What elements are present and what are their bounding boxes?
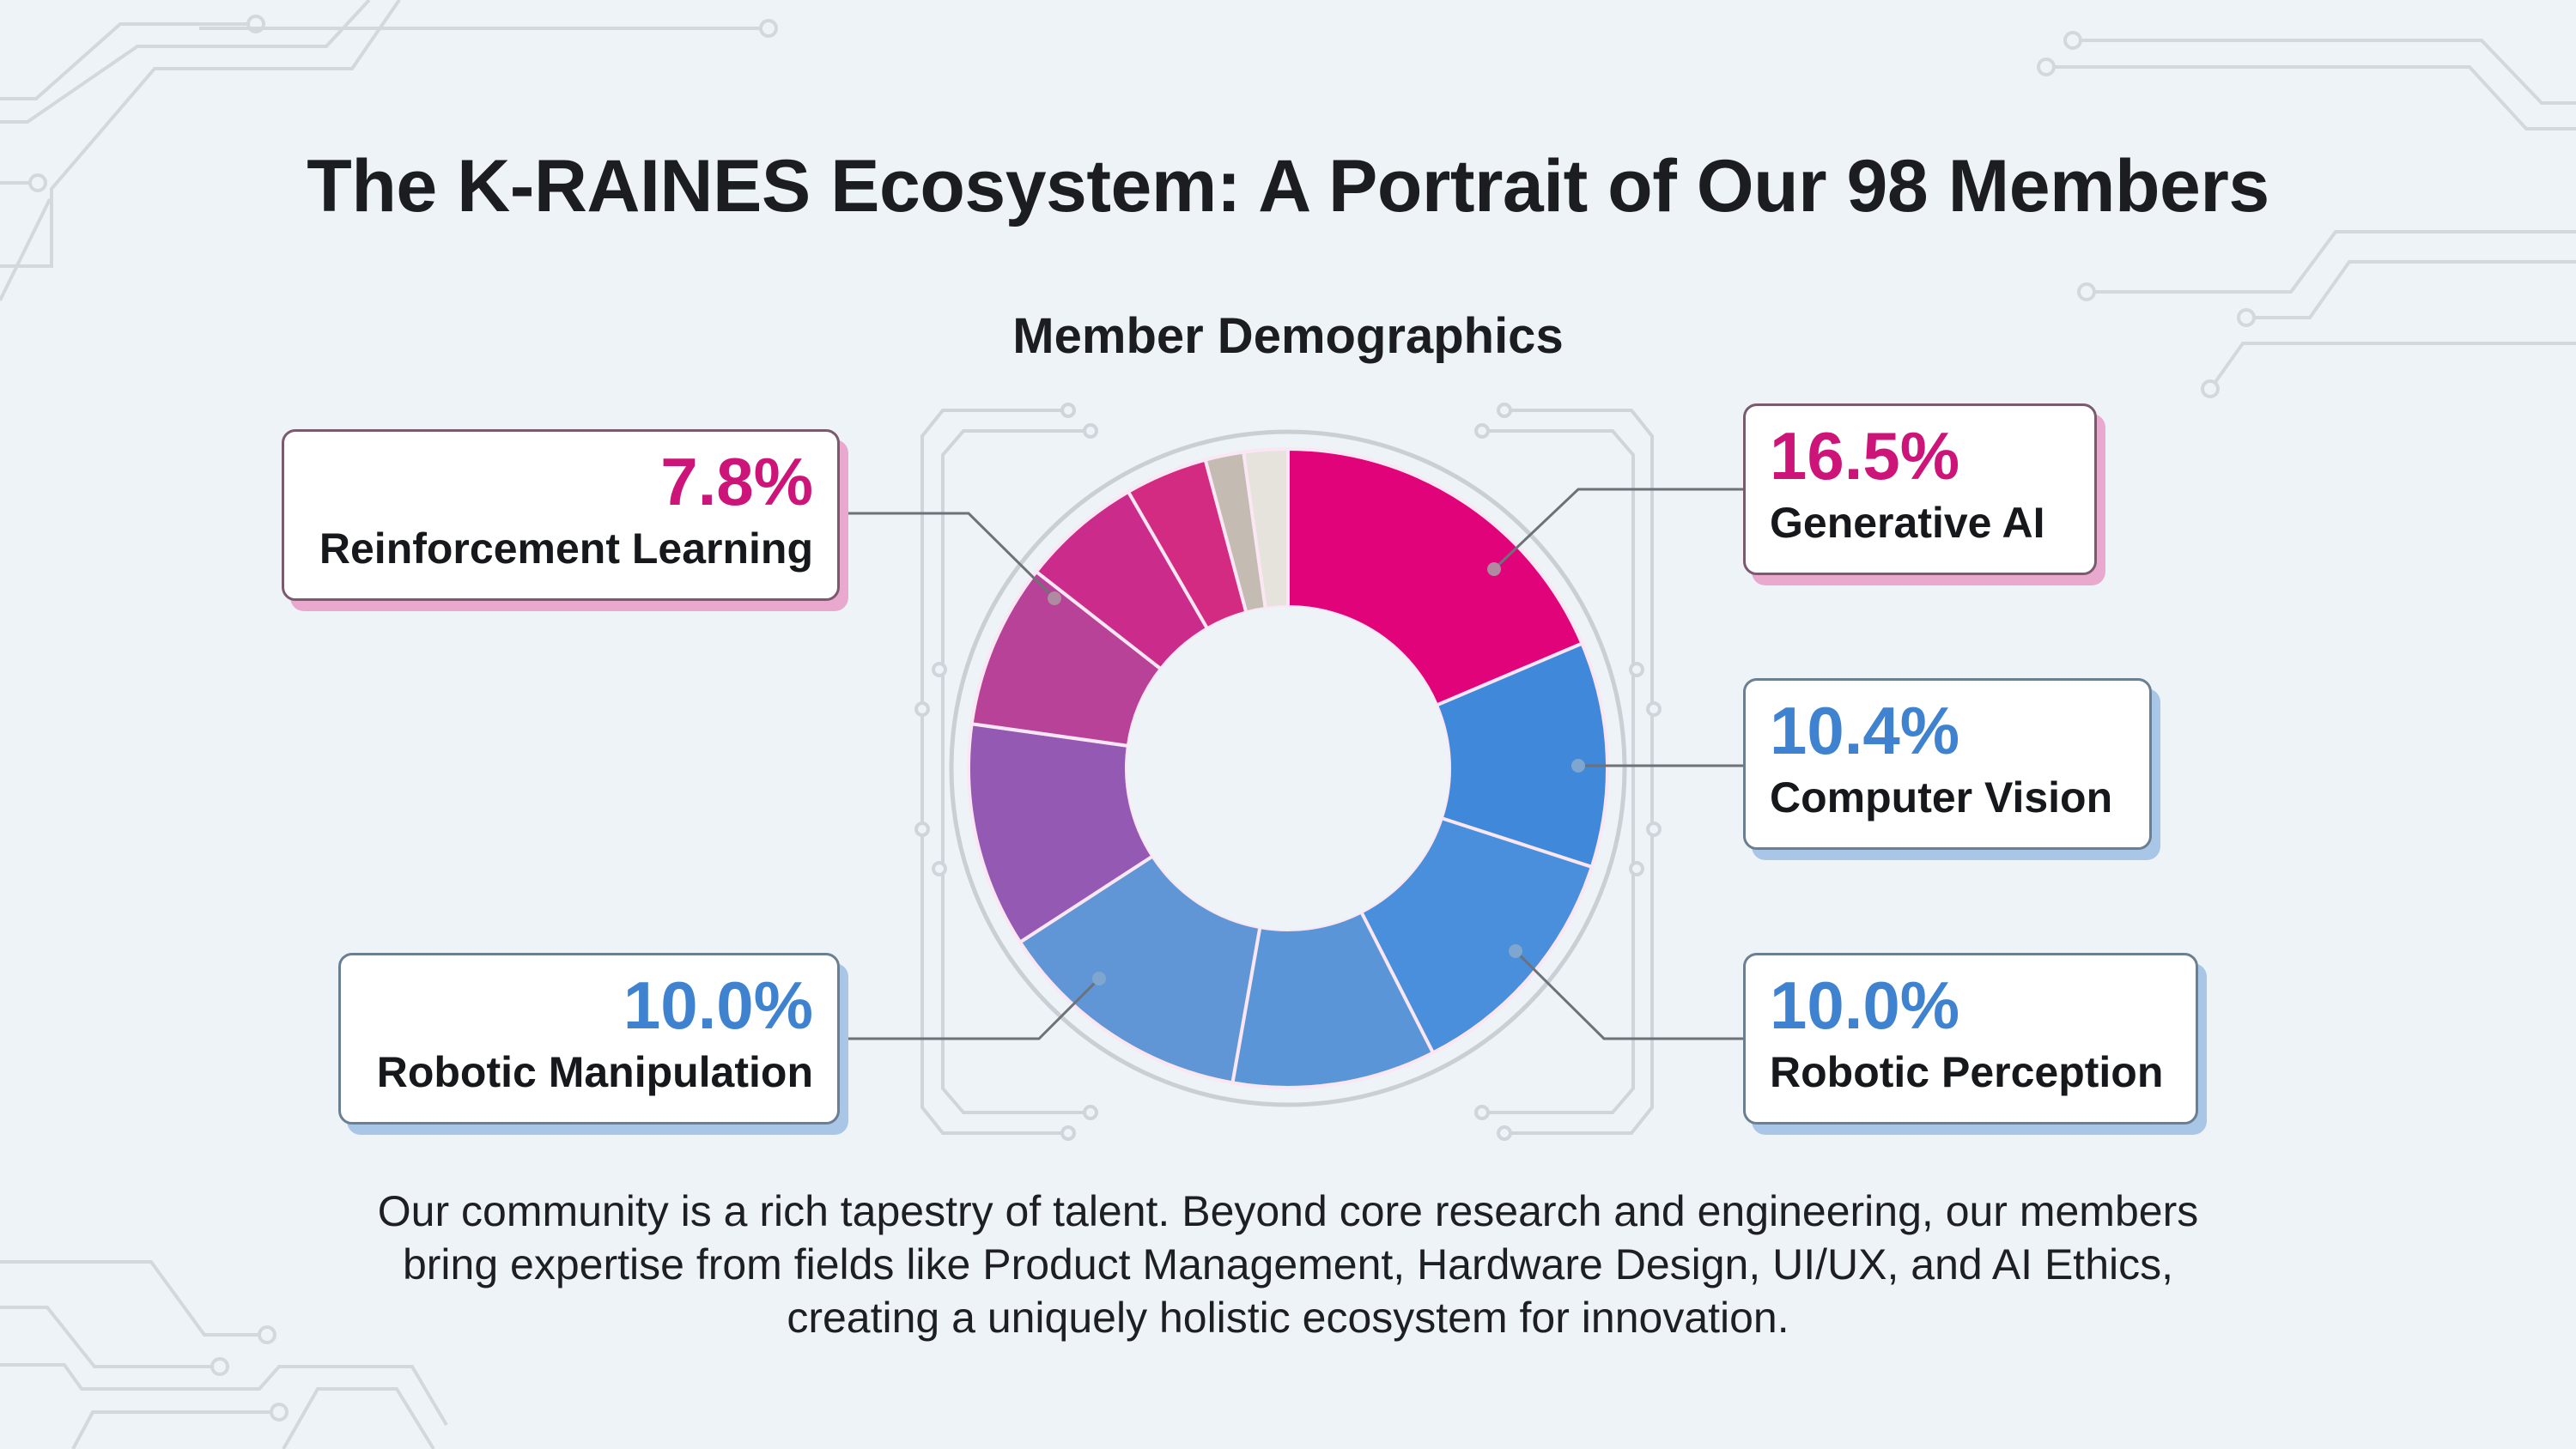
callout-robotic-manipulation: 10.0% Robotic Manipulation [338,953,840,1125]
donut-hole [1127,607,1449,930]
callout-dot-robotic-manipulation [1092,972,1106,985]
callout-label: Reinforcement Learning [319,524,813,573]
callout-dot-generative-ai [1487,562,1501,576]
leader-lines [840,488,1743,1040]
callout-label: Generative AI [1770,499,2045,547]
callout-label: Robotic Manipulation [376,1048,813,1096]
callout-percent: 10.0% [1770,967,1960,1043]
callout-percent: 10.0% [623,967,813,1043]
callout-reinforcement-learning: 7.8% Reinforcement Learning [282,429,840,601]
callout-percent: 7.8% [660,444,813,519]
callout-label: Robotic Perception [1770,1048,2164,1096]
callout-dot-robotic-perception [1509,944,1522,958]
callout-percent: 16.5% [1770,418,1960,494]
callout-robotic-perception: 10.0% Robotic Perception [1743,953,2198,1125]
page-title: The K-RAINES Ecosystem: A Portrait of Ou… [307,145,2269,227]
description-paragraph: Our community is a rich tapestry of tale… [377,1187,2199,1342]
chart-frame-circuit [914,403,1662,1141]
callout-dot-reinforcement-learning [1048,591,1061,605]
callout-dot-computer-vision [1571,759,1585,773]
donut-outer-ring [949,429,1627,1107]
callout-generative-ai: 16.5% Generative AI [1743,403,2097,575]
callout-percent: 10.4% [1770,693,1960,768]
chart-subtitle: Member Demographics [1012,308,1564,364]
callout-label: Computer Vision [1770,773,2113,822]
callout-computer-vision: 10.4% Computer Vision [1743,678,2152,850]
